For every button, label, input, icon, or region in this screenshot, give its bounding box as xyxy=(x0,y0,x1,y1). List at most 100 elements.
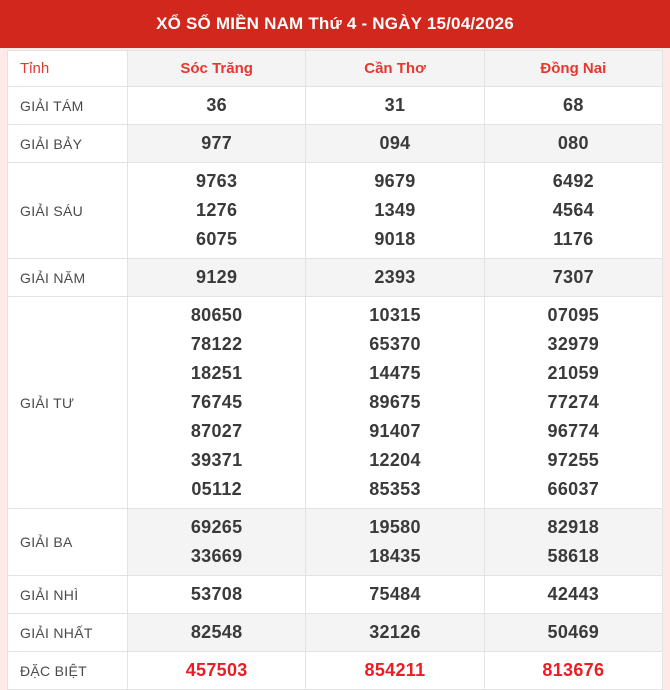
province-header: Đồng Nai xyxy=(483,50,664,87)
prize-numbers-cell: 7307 xyxy=(483,258,664,297)
prize-number: 2393 xyxy=(374,267,416,287)
prize-number: 68 xyxy=(563,95,584,115)
prize-numbers-cell: 31 xyxy=(305,86,485,125)
province-header: Cần Thơ xyxy=(305,50,485,87)
prize-numbers-cell: 080 xyxy=(483,124,664,163)
prize-numbers-cell: 68 xyxy=(483,86,664,125)
prize-number: 91407 xyxy=(369,421,421,441)
prize-number: 78122 xyxy=(190,334,243,354)
prize-numbers-cell: 50469 xyxy=(483,613,664,652)
prize-numbers-cell: 854211 xyxy=(305,651,485,690)
prize-number: 6492 xyxy=(552,171,594,191)
prize-number: 7307 xyxy=(552,267,594,287)
prize-number: 18435 xyxy=(369,546,421,566)
prize-number: 82918 xyxy=(547,517,600,537)
prize-label: GIẢI BA xyxy=(7,508,128,576)
prize-row: GIẢI NHÌ 53708 75484 42443 xyxy=(7,575,664,614)
prize-number: 21059 xyxy=(547,363,600,383)
prize-number: 96774 xyxy=(547,421,600,441)
results-table-container: Tỉnh Sóc Trăng Cần Thơ Đồng Nai GIẢI TÁM 36… xyxy=(7,50,664,690)
prize-number: 32979 xyxy=(547,334,600,354)
prize-number: 07095 xyxy=(547,305,600,325)
prize-numbers-cell: 977 xyxy=(126,124,307,163)
prize-number: 1276 xyxy=(196,200,238,220)
prize-number: 18251 xyxy=(190,363,243,383)
prize-number: 76745 xyxy=(190,392,243,412)
prize-number: 69265 xyxy=(190,517,243,537)
prize-number: 9679 xyxy=(374,171,416,191)
prize-numbers-cell: 32126 xyxy=(305,613,485,652)
prize-number: 32126 xyxy=(369,622,421,642)
prize-numbers-cell: 9129 xyxy=(126,258,307,297)
prize-number: 80650 xyxy=(190,305,243,325)
prize-row: GIẢI BA 69265 33669 19580 18435 82918 58618 xyxy=(7,508,664,576)
prize-numbers-cell: 80650 78122 18251 76745 87027 39371 05112 xyxy=(126,296,307,509)
prize-label: GIẢI BẢY xyxy=(7,124,128,163)
prize-number: 50469 xyxy=(547,622,600,642)
prize-numbers-cell: 07095 32979 21059 77274 96774 97255 66037 xyxy=(483,296,664,509)
prize-row: GIẢI TƯ 80650 78122 18251 76745 87027 39371 051… xyxy=(7,296,664,509)
header-row: Tỉnh Sóc Trăng Cần Thơ Đồng Nai xyxy=(7,50,664,87)
prize-number: 58618 xyxy=(547,546,600,566)
lottery-results-table: Tỉnh Sóc Trăng Cần Thơ Đồng Nai GIẢI TÁM 36… xyxy=(7,50,664,690)
prize-numbers-cell: 9679 1349 9018 xyxy=(305,162,485,259)
prize-number: 4564 xyxy=(552,200,594,220)
prize-number: 82548 xyxy=(190,622,243,642)
prize-row: GIẢI NHẤT 82548 32126 50469 xyxy=(7,613,664,652)
prize-number: 39371 xyxy=(190,450,243,470)
prize-numbers-cell: 69265 33669 xyxy=(126,508,307,576)
prize-numbers-cell: 094 xyxy=(305,124,485,163)
lottery-title: XỔ SỐ MIỀN NAM Thứ 4 - NGÀY 15/04/2026 xyxy=(156,14,514,33)
prize-number: 080 xyxy=(557,133,589,153)
prize-number: 85353 xyxy=(369,479,421,499)
prize-number: 36 xyxy=(206,95,227,115)
prize-numbers-cell: 2393 xyxy=(305,258,485,297)
prize-numbers-cell: 19580 18435 xyxy=(305,508,485,576)
prize-number: 1349 xyxy=(374,200,416,220)
prize-number: 12204 xyxy=(369,450,421,470)
prize-numbers-cell: 457503 xyxy=(126,651,307,690)
prize-label: GIẢI TÁM xyxy=(7,86,128,125)
special-prize-number: 854211 xyxy=(364,660,426,680)
prize-number: 19580 xyxy=(369,517,421,537)
title-bar: XỔ SỐ MIỀN NAM Thứ 4 - NGÀY 15/04/2026 xyxy=(0,0,670,48)
prize-number: 66037 xyxy=(547,479,600,499)
prize-numbers-cell: 36 xyxy=(126,86,307,125)
prize-number: 094 xyxy=(379,133,411,153)
prize-label: GIẢI TƯ xyxy=(7,296,128,509)
prize-row: GIẢI NĂM 9129 2393 7307 xyxy=(7,258,664,297)
special-prize-number: 813676 xyxy=(542,660,605,680)
prize-number: 53708 xyxy=(190,584,243,604)
prize-number: 42443 xyxy=(547,584,600,604)
prize-number: 33669 xyxy=(190,546,243,566)
prize-number: 97255 xyxy=(547,450,600,470)
prize-numbers-cell: 42443 xyxy=(483,575,664,614)
prize-numbers-cell: 813676 xyxy=(483,651,664,690)
special-prize-number: 457503 xyxy=(185,660,248,680)
prize-numbers-cell: 82548 xyxy=(126,613,307,652)
prize-number: 977 xyxy=(201,133,233,153)
prize-number: 87027 xyxy=(190,421,243,441)
prize-number: 14475 xyxy=(369,363,421,383)
prize-number: 9763 xyxy=(196,171,238,191)
prize-number: 6075 xyxy=(196,229,238,249)
prize-number: 75484 xyxy=(369,584,421,604)
prize-numbers-cell: 6492 4564 1176 xyxy=(483,162,664,259)
prize-numbers-cell: 75484 xyxy=(305,575,485,614)
prize-row: GIẢI BẢY 977 094 080 xyxy=(7,124,664,163)
prize-label: GIẢI NHÌ xyxy=(7,575,128,614)
prize-row: ĐẶC BIỆT 457503 854211 813676 xyxy=(7,651,664,690)
province-header: Sóc Trăng xyxy=(126,50,307,87)
prize-label: GIẢI SÁU xyxy=(7,162,128,259)
prize-label: GIẢI NĂM xyxy=(7,258,128,297)
prize-row: GIẢI SÁU 9763 1276 6075 9679 1349 9018 6492 4564… xyxy=(7,162,664,259)
prize-row: GIẢI TÁM 36 31 68 xyxy=(7,86,664,125)
prize-number: 65370 xyxy=(369,334,421,354)
prize-numbers-cell: 82918 58618 xyxy=(483,508,664,576)
prize-number: 89675 xyxy=(369,392,421,412)
prize-number: 9129 xyxy=(196,267,238,287)
prize-numbers-cell: 9763 1276 6075 xyxy=(126,162,307,259)
province-corner-label: Tỉnh xyxy=(7,50,128,87)
prize-number: 10315 xyxy=(369,305,421,325)
prize-number: 31 xyxy=(384,95,406,115)
